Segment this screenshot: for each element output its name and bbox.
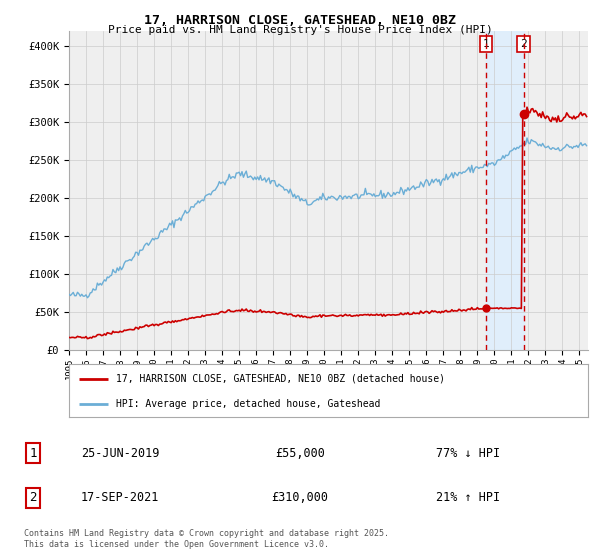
Text: £310,000: £310,000 xyxy=(271,491,329,504)
Text: 17, HARRISON CLOSE, GATESHEAD, NE10 0BZ (detached house): 17, HARRISON CLOSE, GATESHEAD, NE10 0BZ … xyxy=(116,374,445,384)
Text: 17, HARRISON CLOSE, GATESHEAD, NE10 0BZ: 17, HARRISON CLOSE, GATESHEAD, NE10 0BZ xyxy=(144,14,456,27)
Text: 2: 2 xyxy=(520,39,527,49)
Text: 17-SEP-2021: 17-SEP-2021 xyxy=(81,491,159,504)
Text: Price paid vs. HM Land Registry's House Price Index (HPI): Price paid vs. HM Land Registry's House … xyxy=(107,25,493,35)
Text: Contains HM Land Registry data © Crown copyright and database right 2025.
This d: Contains HM Land Registry data © Crown c… xyxy=(24,529,389,549)
Text: 1: 1 xyxy=(482,39,489,49)
Bar xyxy=(486,31,524,350)
Text: 25-JUN-2019: 25-JUN-2019 xyxy=(81,447,159,460)
Text: 77% ↓ HPI: 77% ↓ HPI xyxy=(436,447,500,460)
Text: 1: 1 xyxy=(29,447,37,460)
Text: £55,000: £55,000 xyxy=(275,447,325,460)
Text: HPI: Average price, detached house, Gateshead: HPI: Average price, detached house, Gate… xyxy=(116,399,380,409)
Text: 21% ↑ HPI: 21% ↑ HPI xyxy=(436,491,500,504)
Text: 2: 2 xyxy=(29,491,37,504)
